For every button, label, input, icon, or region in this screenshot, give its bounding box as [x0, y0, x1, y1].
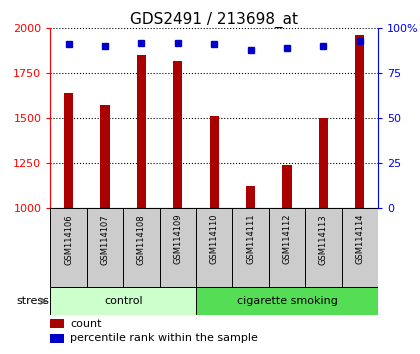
Bar [50, 319, 63, 329]
Bar [196, 207, 232, 287]
Text: GSM114112: GSM114112 [283, 214, 291, 264]
Text: stress: stress [17, 296, 50, 306]
Text: GSM114108: GSM114108 [137, 214, 146, 264]
Bar [137, 55, 146, 207]
Text: GSM114109: GSM114109 [173, 214, 182, 264]
Text: cigarette smoking: cigarette smoking [236, 296, 337, 306]
Bar [173, 61, 182, 207]
Bar [64, 93, 73, 207]
Text: count: count [70, 319, 102, 329]
Title: GDS2491 / 213698_at: GDS2491 / 213698_at [130, 12, 298, 28]
Bar [319, 118, 328, 207]
Bar [246, 186, 255, 207]
Text: GSM114111: GSM114111 [246, 214, 255, 264]
Text: control: control [104, 296, 142, 306]
Bar [50, 333, 63, 343]
Bar [269, 207, 305, 287]
Text: GSM114114: GSM114114 [355, 214, 364, 264]
Bar [100, 105, 110, 207]
Bar [355, 35, 365, 207]
Bar [232, 207, 269, 287]
Bar [210, 116, 219, 207]
Text: GSM114106: GSM114106 [64, 214, 73, 264]
Bar [123, 207, 160, 287]
Text: GSM114107: GSM114107 [100, 214, 110, 264]
Bar [341, 207, 378, 287]
Bar [305, 207, 341, 287]
Bar [50, 287, 196, 315]
Bar [282, 165, 291, 207]
Bar [196, 287, 378, 315]
Text: GSM114110: GSM114110 [210, 214, 219, 264]
Bar [87, 207, 123, 287]
Bar [50, 207, 87, 287]
Text: GSM114113: GSM114113 [319, 214, 328, 264]
Bar [160, 207, 196, 287]
Text: percentile rank within the sample: percentile rank within the sample [70, 333, 258, 343]
